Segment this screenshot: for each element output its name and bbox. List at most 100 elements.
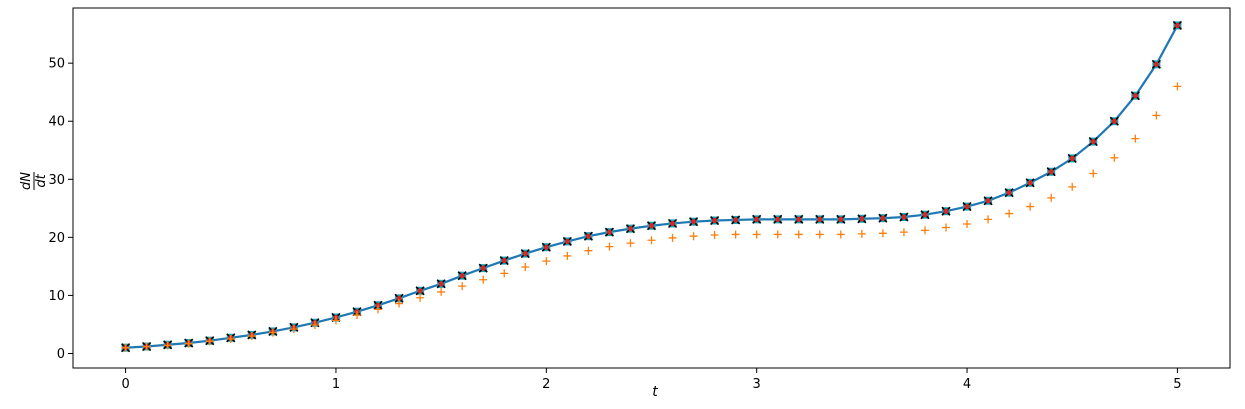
- data-point-dot: [501, 257, 507, 264]
- x-tick-label: 1: [332, 377, 340, 392]
- y-tick-label: 30: [48, 173, 65, 188]
- data-point-dot: [543, 244, 549, 250]
- data-point-dot: [627, 226, 634, 232]
- data-point-plus: [1131, 134, 1140, 143]
- data-point-dot: [859, 216, 865, 222]
- data-point-dot: [1132, 93, 1138, 99]
- data-point-plus: [247, 332, 256, 341]
- series-0-line: [125, 24, 1179, 349]
- data-point-plus: [710, 231, 719, 240]
- x-axis-label: t: [652, 384, 658, 400]
- data-point-plus: [458, 282, 467, 291]
- data-point-dot: [564, 238, 570, 245]
- data-point-plus: [1173, 82, 1182, 91]
- data-point-dot: [606, 229, 613, 235]
- data-point-plus: [563, 251, 572, 260]
- data-point-dot: [1069, 155, 1075, 161]
- data-point-plus: [605, 242, 614, 251]
- y-axis-label-numerator: dN: [19, 172, 34, 190]
- data-point-dot: [669, 220, 676, 227]
- data-point-plus: [963, 220, 972, 228]
- data-point-dot: [690, 219, 697, 225]
- x-tick-label: 3: [753, 377, 761, 392]
- data-point-dot: [585, 233, 591, 239]
- data-point-dot: [796, 216, 802, 222]
- data-point-plus: [268, 328, 277, 337]
- x-axis: 0 1 2 3 4 5: [121, 368, 1182, 392]
- data-point-plus: [857, 229, 866, 238]
- data-point-dot: [648, 223, 655, 229]
- data-point-plus: [142, 342, 151, 351]
- data-point-plus: [205, 337, 214, 346]
- series-line: [125, 24, 1179, 349]
- data-point-plus: [920, 226, 929, 235]
- data-point-plus: [815, 230, 824, 239]
- data-point-dot: [1153, 61, 1159, 67]
- data-point-plus: [310, 321, 319, 330]
- data-point-plus: [542, 257, 551, 266]
- data-point-dot: [480, 265, 486, 271]
- y-tick-label: 20: [48, 231, 65, 246]
- data-point-dot: [1090, 138, 1096, 145]
- data-point-plus: [794, 230, 803, 239]
- data-point-plus: [584, 246, 593, 255]
- data-point-plus: [836, 230, 845, 239]
- x-tick-label: 5: [1173, 377, 1181, 392]
- data-point-dot: [1111, 118, 1117, 124]
- data-point-plus: [437, 287, 446, 296]
- data-point-plus: [121, 343, 130, 352]
- data-point-dot: [459, 273, 465, 279]
- data-point-plus: [184, 339, 193, 348]
- data-point-dot: [712, 217, 718, 224]
- data-point-plus: [984, 215, 993, 224]
- data-point-dot: [754, 216, 760, 222]
- y-tick-label: 40: [48, 115, 65, 130]
- data-point-plus: [416, 293, 425, 302]
- data-point-plus: [942, 223, 951, 232]
- data-point-plus: [331, 316, 340, 325]
- series-4-plus: [121, 82, 1182, 352]
- data-point-dot: [943, 208, 949, 214]
- data-point-dot: [1006, 190, 1012, 196]
- data-point-dot: [396, 295, 402, 301]
- data-point-dot: [438, 281, 444, 287]
- data-point-dot: [985, 198, 991, 204]
- data-point-dot: [522, 251, 528, 257]
- data-point-dot: [775, 216, 781, 222]
- data-point-dot: [838, 216, 844, 222]
- data-point-plus: [773, 230, 782, 239]
- y-axis: 0 10 20 30 40 50: [48, 57, 73, 362]
- data-point-plus: [752, 230, 761, 239]
- data-point-plus: [289, 325, 298, 334]
- data-point-plus: [899, 228, 908, 237]
- data-point-plus: [668, 233, 677, 242]
- data-point-plus: [878, 229, 887, 238]
- data-point-plus: [1005, 209, 1014, 218]
- data-point-dot: [1174, 22, 1181, 29]
- data-point-plus: [479, 275, 488, 284]
- data-point-plus: [352, 311, 361, 320]
- data-point-dot: [817, 216, 823, 222]
- plot-marks: [121, 20, 1182, 353]
- data-point-plus: [226, 334, 235, 343]
- data-point-plus: [500, 269, 509, 278]
- data-point-dot: [733, 217, 739, 223]
- data-point-plus: [647, 236, 656, 245]
- y-tick-label: 10: [48, 289, 65, 304]
- data-point-dot: [1027, 180, 1033, 186]
- x-tick-label: 4: [963, 377, 971, 392]
- data-point-plus: [1110, 153, 1119, 162]
- x-tick-label: 0: [121, 377, 129, 392]
- data-point-plus: [1068, 182, 1077, 191]
- data-point-plus: [1026, 202, 1035, 211]
- data-point-plus: [1047, 193, 1056, 202]
- data-point-dot: [880, 215, 886, 221]
- data-point-dot: [1048, 169, 1054, 175]
- data-point-plus: [626, 239, 635, 248]
- plot-frame: [72, 7, 1231, 369]
- y-tick-label: 50: [48, 57, 65, 72]
- y-axis-label: dN dt: [19, 172, 49, 190]
- data-point-plus: [731, 230, 740, 239]
- data-point-plus: [395, 299, 404, 308]
